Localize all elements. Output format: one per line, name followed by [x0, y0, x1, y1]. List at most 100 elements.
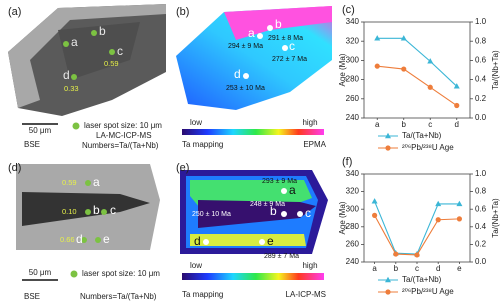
spot-label: d [76, 232, 83, 246]
y2-tick-label: 0.8 [475, 36, 487, 45]
legend-label: Ta/(Ta+Nb) [402, 275, 442, 284]
scale-label: 50 μm [29, 126, 52, 135]
colorbar-method: LA-ICP-MS [286, 290, 326, 299]
x-tick-label: b [394, 264, 399, 273]
y-tick-label: 300 [346, 56, 360, 65]
y-tick-label: 280 [346, 222, 360, 231]
spot [267, 25, 273, 31]
y-tick-label: 340 [346, 17, 360, 26]
y-tick-label: 340 [346, 169, 360, 178]
x-tick-label: b [402, 120, 407, 129]
x-tick-label: a [372, 264, 377, 273]
y2-tick-label: 0.8 [475, 187, 487, 196]
spot-value: 0.33 [64, 84, 79, 93]
method: BSE [24, 292, 40, 301]
spot-value: 0.59 [104, 59, 119, 68]
panel-label: (b) [176, 6, 189, 18]
spot-age: 294 ± 9 Ma [228, 43, 263, 50]
spot [101, 209, 107, 215]
legend-marker [385, 289, 390, 294]
y-tick-label: 240 [346, 257, 360, 266]
y2-tick-label: 0.4 [475, 75, 487, 84]
spot-label: b [93, 203, 100, 217]
spot-label: a [71, 35, 78, 49]
spot [281, 211, 287, 217]
y2-tick-label: 1.0 [475, 17, 487, 26]
panel-d: (d) 0.59 a 0.10 b c 0.66 d e 50 μm BSE l… [0, 156, 166, 301]
legend-marker [385, 145, 390, 150]
y2-tick-label: 0.6 [475, 56, 487, 65]
colorbar [182, 129, 324, 135]
legend-label: Ta/(Ta+Nb) [402, 131, 442, 140]
y-tick-label: 280 [346, 75, 360, 84]
legend-label: ²⁰⁶Pb/²³⁸U Age [402, 287, 454, 296]
legend-text: Numbers=Ta/(Ta+Nb) [82, 141, 159, 150]
colorbar-title: Ta mapping [182, 140, 223, 149]
spot-value: 0.10 [62, 207, 77, 216]
colorbar-high: high [302, 261, 317, 270]
legend-dot [73, 123, 80, 130]
legend-dot [71, 271, 78, 278]
marker [401, 66, 406, 71]
spot-label: c [289, 39, 295, 53]
spot-value: 0.59 [62, 178, 77, 187]
colorbar-low: low [190, 261, 202, 270]
y-axis-label: Age (Ma) [338, 53, 347, 86]
y-axis-label: Age (Ma) [338, 201, 347, 234]
spot-label: d [234, 67, 241, 81]
y2-tick-label: 0.6 [475, 204, 487, 213]
colorbar-title: Ta mapping [182, 290, 223, 299]
legend-text: Numbers=Ta/(Ta+Nb) [80, 292, 157, 301]
panel-label: (d) [8, 162, 21, 174]
spot [297, 211, 303, 217]
spot-label: a [289, 183, 296, 197]
marker [372, 198, 378, 203]
spot [63, 41, 69, 47]
spot [95, 237, 101, 243]
spot-label: d [194, 234, 201, 248]
colorbar-high: high [302, 118, 317, 127]
y2-tick-label: 0.0 [475, 113, 487, 122]
y-tick-label: 260 [346, 240, 360, 249]
marker [436, 217, 441, 222]
spot [85, 180, 91, 186]
marker [414, 252, 419, 257]
legend-label: ²⁰⁶Pb/²³⁸U Age [402, 143, 454, 152]
y-tick-label: 240 [346, 113, 360, 122]
x-tick-label: c [428, 120, 432, 129]
spot-label: e [103, 232, 110, 246]
series-line [375, 201, 460, 254]
spot-label: a [248, 26, 255, 40]
spot [282, 45, 288, 51]
spot-label: c [117, 44, 123, 58]
y2-tick-label: 0.0 [475, 257, 487, 266]
marker [457, 216, 462, 221]
figure: (a) a b c 0.59 d 0.33 50 μm BSE laser sp… [0, 0, 502, 306]
x-tick-label: c [415, 264, 419, 273]
y-tick-label: 260 [346, 94, 360, 103]
panel-label: (a) [8, 6, 21, 18]
y2-tick-label: 0.4 [475, 222, 487, 231]
y2-tick-label: 1.0 [475, 169, 487, 178]
series-line [377, 66, 457, 105]
spot [91, 30, 97, 36]
spot [203, 239, 209, 245]
y-tick-label: 320 [346, 187, 360, 196]
y-tick-label: 320 [346, 36, 360, 45]
y-tick-label: 300 [346, 204, 360, 213]
panel-a: (a) a b c 0.59 d 0.33 50 μm BSE laser sp… [0, 0, 166, 150]
spot-age: 248 ± 9 Ma [250, 201, 285, 208]
spot-label: e [267, 234, 274, 248]
colorbar [182, 273, 324, 280]
colorbar-method: EPMA [303, 140, 326, 149]
y2-tick-label: 0.2 [475, 240, 487, 249]
panel-label: (f) [342, 156, 352, 168]
y2-axis-label: Ta/(Nb+Ta) [491, 198, 500, 238]
spot-label: a [93, 175, 100, 189]
y2-tick-label: 0.2 [475, 94, 487, 103]
panel-label: (c) [342, 4, 355, 16]
spot-age: 253 ± 10 Ma [226, 85, 265, 92]
spot [281, 188, 287, 194]
legend-text: laser spot size: 10 μm [82, 269, 160, 278]
method: BSE [24, 140, 40, 149]
